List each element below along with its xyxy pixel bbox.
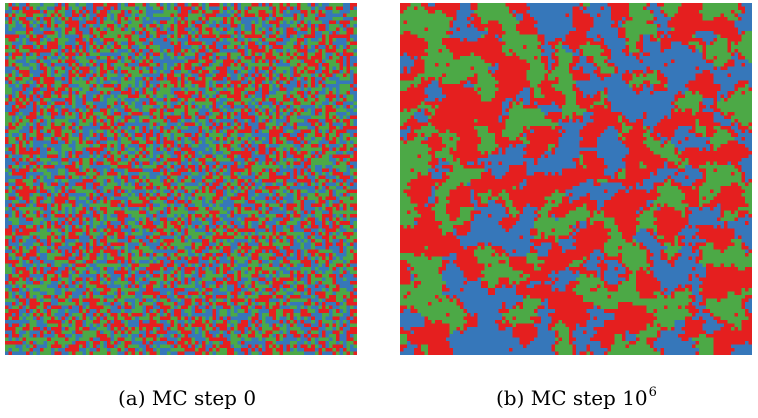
lattice-panel-mc-step-1e6 — [400, 3, 752, 355]
caption-a-prefix: (a) MC step — [118, 386, 244, 410]
caption-panel-a: (a) MC step 0 — [118, 386, 257, 414]
caption-panel-b: (b) MC step 106 — [496, 385, 657, 414]
caption-b-value: 10 — [622, 386, 648, 410]
lattice-panel-mc-step-0 — [5, 3, 357, 355]
caption-b-exponent: 6 — [648, 385, 657, 400]
caption-b-prefix: (b) MC step — [496, 386, 623, 410]
caption-a-value: 0 — [243, 386, 257, 410]
